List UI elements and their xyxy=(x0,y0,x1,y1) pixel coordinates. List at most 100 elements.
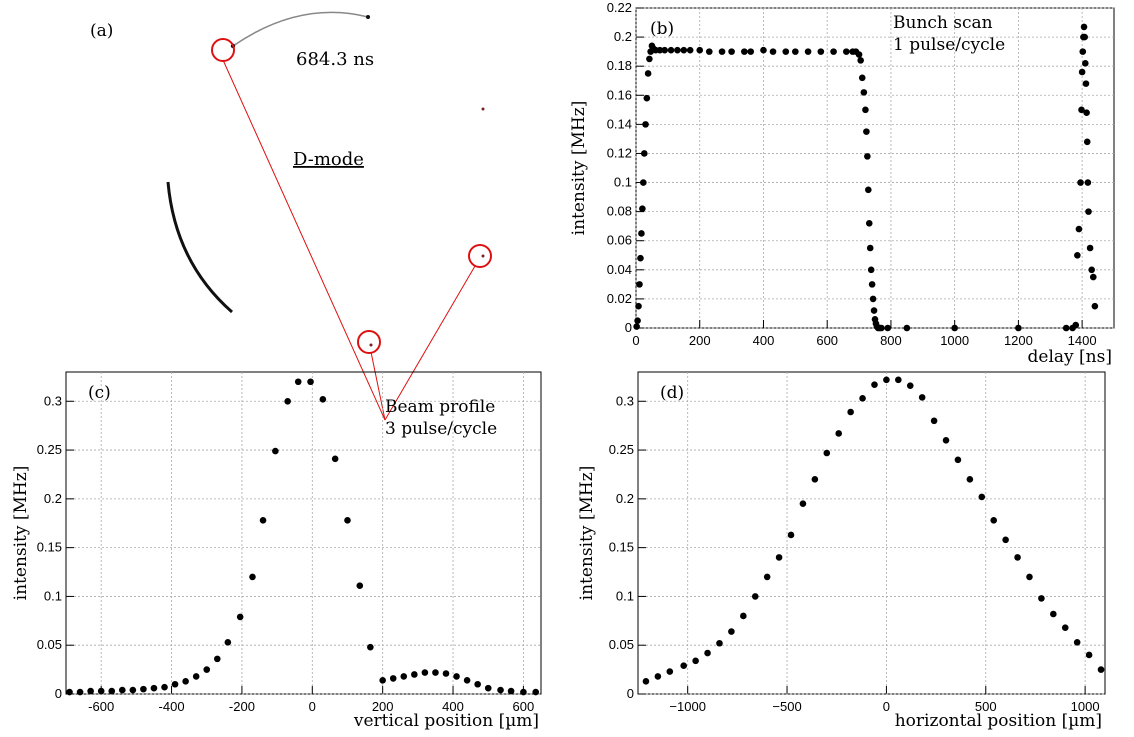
data-point xyxy=(804,48,812,55)
y-tick-label: 0.08 xyxy=(607,204,632,219)
panel-label: (d) xyxy=(660,383,684,403)
x-axis-label: delay [ns] xyxy=(1028,347,1112,367)
data-point xyxy=(331,455,339,463)
data-point xyxy=(1072,321,1080,329)
data-point xyxy=(633,323,640,330)
y-axis-label: intensity [MHz] xyxy=(11,466,31,601)
data-point xyxy=(474,680,481,688)
data-point xyxy=(1026,573,1033,581)
data-point xyxy=(865,219,873,227)
data-point xyxy=(728,48,735,55)
highlight-circle-3 xyxy=(357,330,381,354)
data-point xyxy=(642,121,649,128)
data-point xyxy=(867,266,875,274)
x-tick-label: 1400 xyxy=(1068,333,1097,348)
data-point xyxy=(1085,651,1093,659)
data-point xyxy=(954,456,962,464)
y-tick-label: 0.16 xyxy=(607,87,632,102)
data-point xyxy=(930,417,938,425)
lower-arc xyxy=(166,181,233,314)
data-point xyxy=(1082,80,1090,87)
x-tick-label: 0 xyxy=(309,699,316,714)
annotation-line: 1 pulse/cycle xyxy=(893,35,1005,55)
data-point xyxy=(1084,179,1092,186)
arc-end-dot xyxy=(366,15,370,19)
y-tick-label: 0.1 xyxy=(616,588,634,603)
data-point xyxy=(906,382,914,389)
data-point xyxy=(400,673,408,680)
data-point xyxy=(87,687,94,695)
data-point xyxy=(704,649,711,657)
data-point xyxy=(634,317,641,325)
data-point xyxy=(635,302,642,310)
y-tick-label: 0.2 xyxy=(614,29,632,44)
mode-label: D-mode xyxy=(293,149,364,170)
y-axis-label: intensity [MHz] xyxy=(569,101,589,236)
data-point xyxy=(532,688,540,696)
data-point xyxy=(830,48,837,55)
data-point xyxy=(203,666,211,673)
data-point xyxy=(638,230,645,237)
data-point xyxy=(192,673,200,680)
y-tick-label: 0.15 xyxy=(609,540,634,555)
chart-b: 0 200 400 600 800 1000 1200 1400 0 0.02 0.04 0.06 0.… xyxy=(569,0,1115,367)
data-point xyxy=(741,48,748,55)
data-point xyxy=(868,281,876,288)
data-point xyxy=(249,573,256,581)
data-point xyxy=(870,307,878,314)
data-point xyxy=(1081,33,1088,41)
data-point xyxy=(1078,68,1086,76)
data-point xyxy=(951,324,958,332)
chart-d: −1000 −500 0 500 1000 0 0.05 0.1 0.15 0.2 0.25 0.3 (… xyxy=(577,371,1106,731)
data-point xyxy=(1061,624,1069,631)
x-tick-label: 400 xyxy=(753,333,775,348)
x-axis-label: vertical position [µm] xyxy=(353,711,539,731)
data-point xyxy=(344,517,351,524)
y-tick-label: 0.1 xyxy=(614,175,632,190)
y-tick-label: 0.25 xyxy=(609,442,634,457)
y-tick-label: 0.15 xyxy=(37,540,62,555)
x-tick-label: 600 xyxy=(513,699,535,714)
panel-label: (c) xyxy=(88,383,111,403)
y-tick-label: 0.12 xyxy=(607,145,632,160)
data-point xyxy=(859,395,866,402)
data-point xyxy=(379,677,386,684)
data-point xyxy=(903,324,911,332)
data-point xyxy=(411,671,418,678)
data-point xyxy=(862,106,869,114)
panel-a: (a) 684.3 ns D-mode xyxy=(90,11,492,421)
data-point xyxy=(942,437,950,444)
y-tick-label: 0 xyxy=(55,686,62,701)
data-point xyxy=(389,675,397,682)
x-tick-label: 1200 xyxy=(1004,333,1033,348)
data-point xyxy=(895,376,902,384)
y-tick-label: 0.05 xyxy=(609,637,634,652)
hit-dot-center xyxy=(369,343,373,347)
y-tick-label: 0.2 xyxy=(44,491,62,506)
upper-arc xyxy=(232,11,369,47)
data-point xyxy=(421,669,429,676)
data-point xyxy=(642,678,650,685)
data-point xyxy=(918,394,926,401)
data-point xyxy=(108,687,116,695)
data-point xyxy=(1079,48,1087,55)
x-tick-label: 200 xyxy=(372,699,394,714)
annotation-line: Beam profile xyxy=(385,397,495,417)
data-point xyxy=(1050,610,1057,618)
highlight-circle-1 xyxy=(211,38,235,62)
x-tick-label: 1000 xyxy=(940,333,969,348)
y-tick-label: 0.18 xyxy=(607,58,632,73)
data-point xyxy=(666,668,674,675)
data-point xyxy=(1074,251,1081,259)
data-point xyxy=(740,612,747,620)
annotation-line: 3 pulse/cycle xyxy=(385,419,497,439)
data-point xyxy=(1015,324,1022,332)
data-point xyxy=(1097,666,1105,673)
data-point xyxy=(76,688,84,696)
data-point xyxy=(643,94,651,102)
data-point xyxy=(1002,536,1009,544)
data-point xyxy=(686,46,694,54)
data-point xyxy=(442,670,450,677)
data-point xyxy=(747,48,755,55)
data-point xyxy=(171,680,179,688)
